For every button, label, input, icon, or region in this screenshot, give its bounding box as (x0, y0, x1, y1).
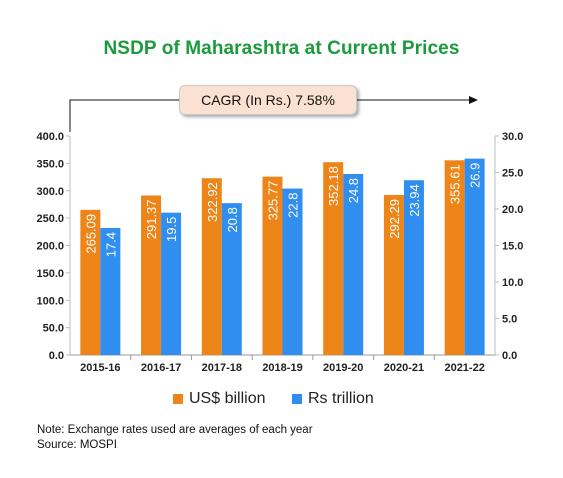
bar-usd (141, 195, 162, 355)
data-label-usd: 352.18 (326, 166, 341, 206)
y-left-tick-label: 50.0 (43, 323, 64, 335)
x-tick-label: 2016-17 (141, 362, 181, 374)
cagr-callout: CAGR (In Rs.) 7.58% (179, 85, 357, 115)
y-left-tick-label: 200.0 (36, 241, 64, 253)
y-left-tick-label: 150.0 (36, 268, 64, 280)
data-label-rs: 26.9 (468, 163, 483, 188)
bar-rs (403, 180, 424, 355)
y-right-tick-label: 10.0 (502, 277, 523, 289)
y-left-tick-label: 400.0 (36, 131, 64, 143)
data-label-usd: 292.29 (387, 199, 402, 239)
source-text: Source: MOSPI (37, 439, 117, 451)
bar-rs (221, 203, 242, 355)
y-left-tick-label: 0.0 (49, 350, 64, 362)
data-label-usd: 325.77 (266, 181, 281, 221)
legend-item-rs: Rs trillion (292, 390, 374, 408)
bar-rs (282, 188, 303, 355)
data-label-rs: 22.8 (286, 193, 301, 218)
data-label-usd: 355.61 (448, 164, 463, 204)
bar-rs (161, 212, 182, 355)
x-tick-label: 2020-21 (384, 362, 424, 374)
bar-usd (444, 160, 465, 355)
data-label-rs: 24.8 (346, 178, 361, 203)
legend-item-usd: US$ billion (173, 390, 265, 408)
bar-usd (383, 194, 404, 355)
bar-rs (100, 227, 121, 355)
note-text: Note: Exchange rates used are averages o… (37, 424, 313, 436)
bar-usd (80, 209, 101, 355)
bar-usd (201, 178, 222, 355)
y-left-tick-label: 250.0 (36, 213, 64, 225)
data-label-rs: 17.4 (103, 232, 118, 257)
x-tick-label: 2017-18 (202, 362, 242, 374)
x-tick-label: 2021-22 (444, 362, 484, 374)
y-right-tick-label: 20.0 (502, 204, 523, 216)
bar-usd (323, 162, 344, 355)
y-left-tick-label: 350.0 (36, 158, 64, 170)
bar-rs (464, 158, 485, 355)
legend-label-rs: Rs trillion (308, 390, 374, 407)
y-right-tick-label: 15.0 (502, 241, 523, 253)
x-tick-label: 2018-19 (262, 362, 302, 374)
bar-usd (262, 176, 283, 355)
y-left-tick-label: 300.0 (36, 186, 64, 198)
x-tick-label: 2019-20 (323, 362, 363, 374)
data-label-rs: 20.8 (225, 207, 240, 232)
chart-title: NSDP of Maharashtra at Current Prices (103, 38, 460, 59)
footnote: Note: Exchange rates used are averages o… (37, 423, 313, 453)
legend-swatch-usd (173, 394, 183, 404)
x-tick-label: 2015-16 (80, 362, 120, 374)
y-right-tick-label: 25.0 (502, 168, 523, 180)
data-label-usd: 322.92 (205, 182, 220, 222)
y-left-tick-label: 100.0 (36, 295, 64, 307)
legend-label-usd: US$ billion (189, 390, 266, 407)
bar-rs (343, 173, 364, 355)
data-label-rs: 23.94 (407, 184, 422, 217)
data-label-usd: 265.09 (83, 214, 98, 254)
y-right-tick-label: 0.0 (502, 350, 517, 362)
y-right-tick-label: 5.0 (502, 314, 517, 326)
data-label-usd: 291.37 (144, 199, 159, 239)
data-label-rs: 19.5 (164, 217, 179, 242)
y-right-tick-label: 30.0 (502, 131, 523, 143)
cagr-arrow-head (469, 96, 478, 104)
legend-swatch-rs (292, 394, 302, 404)
